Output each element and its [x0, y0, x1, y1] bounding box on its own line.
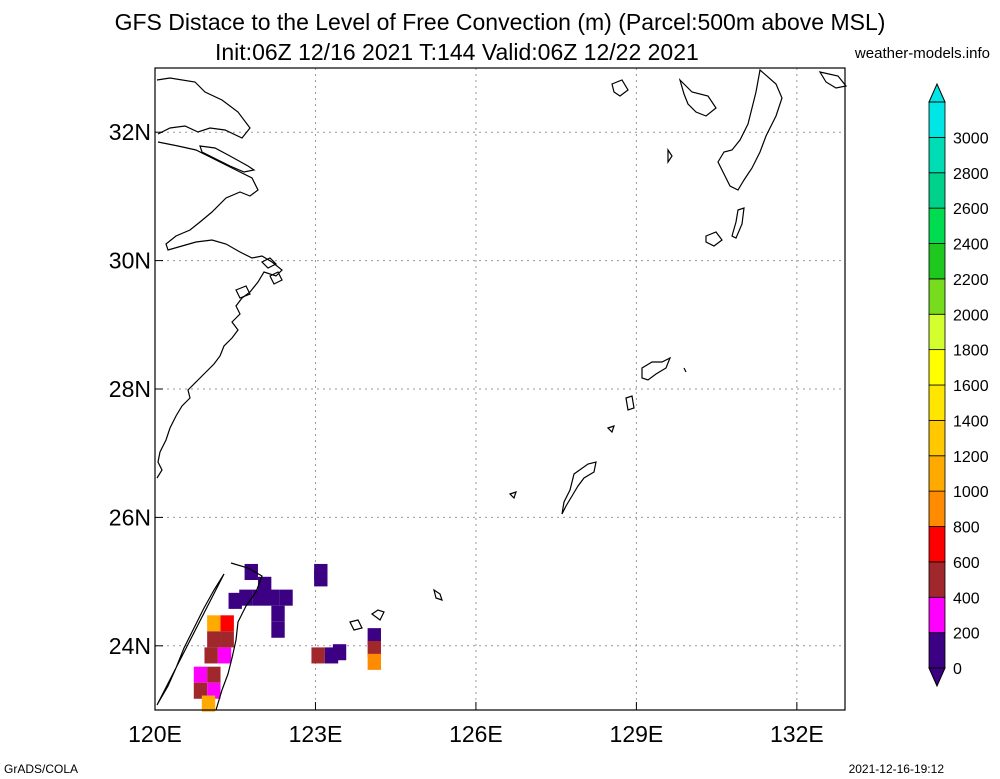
grid-lines [154, 68, 845, 710]
colorbar-label: 2000 [953, 307, 989, 324]
data-cell [204, 647, 218, 664]
data-cell [220, 615, 234, 632]
y-tick-label: 26N [109, 504, 151, 530]
coastline-amami [641, 356, 687, 381]
coastline-yangtze [199, 145, 256, 173]
source-label: weather-models.info [854, 45, 990, 62]
colorbar-segment [928, 561, 946, 598]
data-cell [252, 589, 266, 606]
colorbar-label: 1600 [953, 378, 989, 395]
data-cell [207, 631, 221, 648]
colorbar-label: 2600 [953, 201, 989, 218]
x-tick-label: 132E [770, 721, 824, 747]
colorbar-label: 800 [953, 520, 980, 537]
coastline-goto [611, 79, 673, 164]
colorbar-segment [928, 596, 946, 634]
data-cell [257, 576, 272, 593]
colorbar-segment [928, 384, 946, 421]
colorbar-segment [928, 136, 946, 174]
colorbar-label: 1200 [953, 449, 989, 466]
colorbar-segment [928, 419, 946, 457]
data-cell [207, 615, 221, 632]
colorbar-min-arrow [928, 667, 946, 688]
colorbar-segment [928, 490, 946, 527]
coastline-kyushu [678, 68, 848, 191]
x-tick-label: 129E [610, 721, 664, 747]
data-cell [311, 647, 325, 664]
data-cell [367, 628, 381, 645]
data-cell [201, 695, 216, 712]
data-cell [279, 589, 293, 606]
colorbar-label: 3000 [953, 130, 989, 147]
colorbar-label: 1400 [953, 413, 989, 430]
coastline-island-zhoushan [235, 257, 283, 299]
data-cell [332, 644, 347, 661]
data-cell [367, 640, 381, 658]
footer-timestamp: 2021-12-16-19:12 [848, 762, 944, 776]
colorbar-segment [928, 313, 946, 351]
data-cell [217, 647, 232, 664]
colorbar-label: 1800 [953, 343, 989, 360]
data-cell [314, 570, 328, 587]
colorbar-segment [928, 278, 946, 315]
coastline-china [156, 77, 283, 479]
data-cell [220, 631, 234, 648]
coastline-miyako [349, 588, 443, 631]
data-cell [265, 589, 280, 606]
colorbar-label: 600 [953, 555, 980, 572]
chart-subtitle: Init:06Z 12/16 2021 T:144 Valid:06Z 12/2… [215, 39, 699, 65]
colorbar-segment [928, 526, 946, 563]
chart-title: GFS Distace to the Level of Free Convect… [114, 9, 886, 35]
coastlines [156, 68, 848, 711]
colorbar-segment [928, 349, 946, 386]
data-cell [193, 666, 208, 683]
data-cell [193, 682, 208, 699]
colorbar-label: 2200 [953, 272, 989, 289]
x-tick-label: 126E [449, 721, 503, 747]
colorbar-label: 0 [953, 661, 962, 678]
x-tick-label: 120E [128, 721, 182, 747]
coastline-tokunoshima [606, 395, 635, 434]
colorbar-max-arrow [928, 82, 946, 103]
coastline-tanegashima [705, 207, 745, 247]
data-cell [367, 653, 381, 670]
colorbar-segment [928, 243, 946, 280]
y-tick-label: 30N [109, 248, 151, 274]
colorbar: 0 200 400 600 800 1000 1200 1400 1600 1800 2000 220… [928, 82, 989, 688]
y-axis: 24N 26N 28N 30N 32N [109, 119, 163, 659]
x-tick-label: 123E [289, 721, 343, 747]
colorbar-label: 2400 [953, 237, 989, 254]
data-cell [271, 621, 285, 638]
coastline-okinawa [508, 461, 597, 515]
colorbar-segment [928, 455, 946, 492]
colorbar-segment [928, 101, 946, 138]
data-cells [193, 563, 381, 712]
y-tick-label: 24N [109, 633, 151, 659]
footer-software: GrADS/COLA [4, 762, 79, 776]
data-cell [207, 666, 221, 683]
x-axis: 120E 123E 126E 129E 132E [128, 702, 824, 747]
colorbar-label: 2800 [953, 166, 989, 183]
colorbar-segment [928, 172, 946, 209]
colorbar-label: 400 [953, 590, 980, 607]
colorbar-label: 200 [953, 626, 980, 643]
data-cell [228, 592, 242, 609]
y-tick-label: 32N [109, 119, 151, 145]
colorbar-segment [928, 207, 946, 244]
data-cell [207, 682, 221, 699]
coastline-taiwan [156, 562, 263, 711]
colorbar-label: 1000 [953, 484, 989, 501]
y-tick-label: 28N [109, 376, 151, 402]
colorbar-segment [928, 632, 946, 669]
data-cell [271, 605, 285, 622]
